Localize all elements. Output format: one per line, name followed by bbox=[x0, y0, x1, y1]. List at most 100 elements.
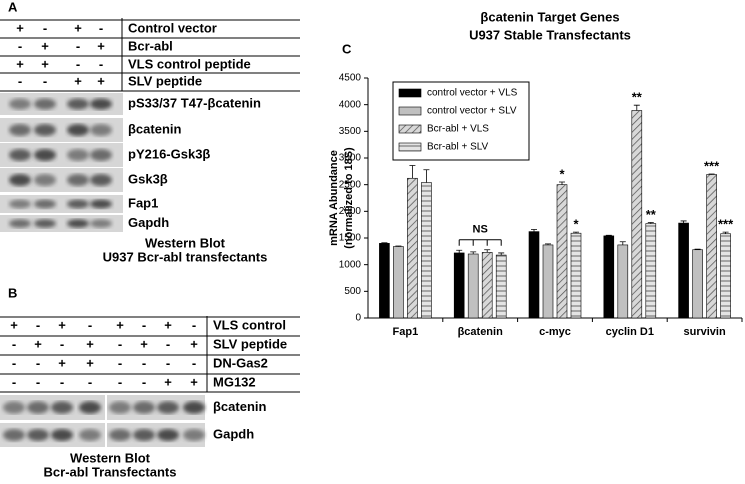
sign: - bbox=[18, 73, 22, 88]
band bbox=[67, 124, 89, 136]
bar bbox=[617, 244, 629, 319]
sign: - bbox=[118, 355, 122, 370]
blot-label: Gapdh bbox=[128, 215, 169, 230]
y-axis-label: mRNA Abundance bbox=[328, 150, 340, 246]
error-bar bbox=[633, 104, 640, 111]
band bbox=[51, 401, 73, 414]
error-bar bbox=[423, 169, 430, 183]
error-bar bbox=[470, 251, 477, 254]
chart-title: U937 Stable Transfectants bbox=[469, 27, 631, 42]
error-bar bbox=[545, 243, 551, 245]
blot-label: βcatenin bbox=[213, 399, 267, 414]
band bbox=[90, 174, 112, 186]
y-tick-label: 500 bbox=[344, 286, 361, 297]
panel-label: C bbox=[342, 41, 352, 56]
band bbox=[90, 219, 112, 228]
caption: Western Blot bbox=[70, 450, 151, 465]
sign: - bbox=[43, 73, 47, 88]
significance: * bbox=[559, 166, 565, 181]
bar bbox=[692, 249, 703, 319]
error-bar bbox=[680, 220, 687, 224]
band bbox=[9, 98, 31, 110]
band bbox=[157, 401, 179, 414]
legend-label: Bcr-abl + SLV bbox=[427, 142, 489, 153]
significance: ** bbox=[646, 207, 657, 222]
blot-label: Gapdh bbox=[213, 426, 254, 441]
error-bar bbox=[559, 181, 565, 185]
band bbox=[90, 98, 112, 110]
sign: + bbox=[164, 374, 172, 389]
legend-label: control vector + VLS bbox=[427, 88, 518, 99]
band bbox=[9, 174, 31, 186]
error-bar bbox=[708, 173, 715, 175]
sign: - bbox=[43, 20, 47, 35]
sign: + bbox=[116, 317, 124, 332]
band bbox=[109, 429, 131, 441]
row-label: MG132 bbox=[213, 374, 256, 389]
y-tick-label: 4500 bbox=[339, 73, 362, 84]
row-label: SLV peptide bbox=[213, 336, 287, 351]
band bbox=[133, 429, 155, 441]
blot-label: pS33/37 T47-βcatenin bbox=[128, 95, 261, 110]
bar bbox=[407, 177, 418, 319]
sign: - bbox=[60, 374, 64, 389]
error-bar bbox=[395, 245, 402, 247]
band bbox=[67, 219, 89, 228]
sign: - bbox=[118, 336, 122, 351]
significance: *** bbox=[718, 217, 734, 232]
bar bbox=[678, 222, 689, 319]
band bbox=[9, 149, 31, 161]
legend-label: Bcr-abl + VLS bbox=[427, 124, 489, 135]
sign: + bbox=[86, 336, 94, 351]
sign: + bbox=[86, 355, 94, 370]
sign: - bbox=[88, 374, 92, 389]
sign: - bbox=[99, 20, 103, 35]
error-bar bbox=[694, 248, 701, 250]
sign: - bbox=[166, 336, 170, 351]
bar bbox=[393, 246, 404, 319]
row-label: VLS control peptide bbox=[128, 56, 251, 71]
blot-label: βcatenin bbox=[128, 121, 182, 136]
panel-label: B bbox=[8, 285, 17, 300]
band bbox=[27, 429, 49, 441]
y-axis-label: (normalized to 18S) bbox=[343, 147, 355, 249]
sign: + bbox=[164, 317, 172, 332]
bar bbox=[495, 254, 507, 319]
bar bbox=[481, 252, 493, 319]
bar bbox=[528, 231, 540, 319]
significance: *** bbox=[704, 158, 720, 173]
band bbox=[67, 149, 89, 161]
y-tick-label: 2000 bbox=[339, 206, 362, 217]
band bbox=[34, 98, 56, 110]
legend-swatch bbox=[398, 88, 422, 98]
x-tick-label: Fap1 bbox=[393, 326, 419, 338]
band bbox=[67, 98, 89, 110]
bar bbox=[379, 243, 390, 319]
error-bar bbox=[605, 234, 612, 236]
band bbox=[157, 429, 179, 441]
error-bar bbox=[722, 231, 729, 234]
band bbox=[51, 429, 73, 441]
significance: * bbox=[573, 217, 579, 232]
band bbox=[9, 219, 31, 228]
legend-swatch bbox=[398, 106, 422, 116]
band bbox=[34, 149, 56, 161]
sign: - bbox=[99, 56, 103, 71]
sign: - bbox=[18, 38, 22, 53]
sign: - bbox=[88, 317, 92, 332]
sign: + bbox=[41, 38, 49, 53]
error-bar bbox=[619, 241, 626, 245]
sign: + bbox=[58, 355, 66, 370]
bar bbox=[542, 244, 554, 319]
sign: - bbox=[76, 56, 80, 71]
band bbox=[34, 199, 56, 209]
band bbox=[34, 219, 56, 228]
error-bar bbox=[573, 231, 579, 234]
caption: Western Blot bbox=[145, 235, 226, 250]
sign: - bbox=[60, 336, 64, 351]
sign: + bbox=[16, 20, 24, 35]
y-tick-label: 4000 bbox=[339, 99, 362, 110]
sign: - bbox=[166, 355, 170, 370]
sign: - bbox=[76, 38, 80, 53]
